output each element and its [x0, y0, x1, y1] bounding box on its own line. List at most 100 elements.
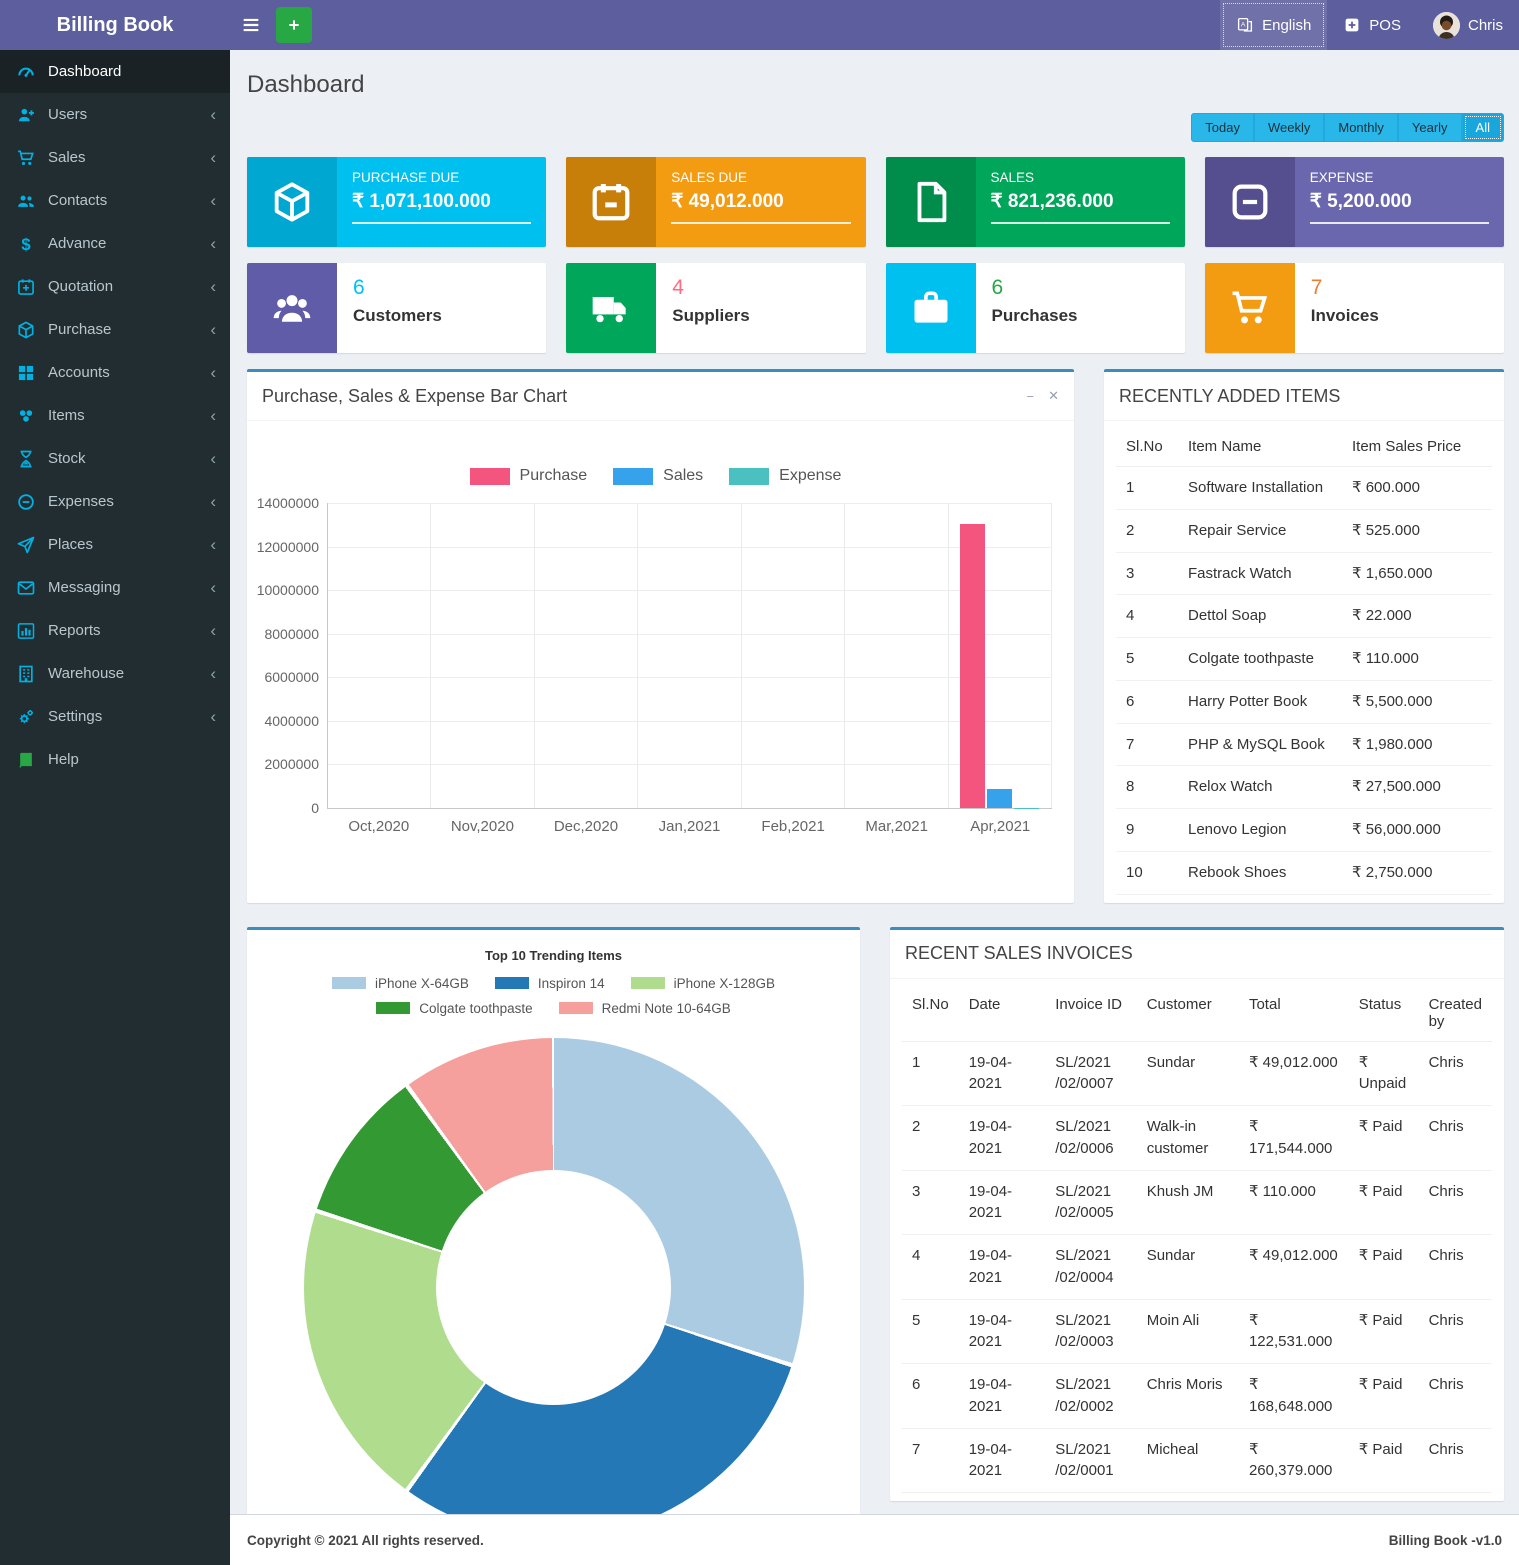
count-card-body: 7 Invoices [1295, 263, 1395, 353]
sidebar-item-contacts[interactable]: Contacts ‹ [0, 179, 230, 222]
count-card-body: 4 Suppliers [656, 263, 765, 353]
table-cell: 19-04-2021 [958, 1428, 1046, 1493]
recent-items-card: RECENTLY ADDED ITEMS Sl.No Item Name Item … [1104, 369, 1504, 903]
table-cell: ₹ 49,012.000 [1238, 1041, 1349, 1106]
table-cell: 19-04-2021 [958, 1363, 1046, 1429]
stat-card-icon-box [247, 157, 337, 247]
sidebar-item-label: Purchase [48, 321, 112, 338]
plus-square-icon [1343, 16, 1361, 34]
sidebar-item-places[interactable]: Places ‹ [0, 523, 230, 566]
table-cell: SL/2021 /02/0007 [1045, 1041, 1137, 1106]
table-row: 1 Software Installation ₹ 600.000 [1116, 466, 1492, 510]
stat-card-icon-box [1204, 157, 1295, 247]
sidebar-item-settings[interactable]: Settings ‹ [0, 695, 230, 738]
cube-icon [269, 179, 315, 225]
close-icon[interactable]: ✕ [1048, 388, 1059, 403]
count-card-suppliers: 4 Suppliers [566, 263, 866, 353]
envelope-icon [16, 578, 36, 598]
sidebar-toggle-button[interactable] [230, 0, 272, 50]
bar-column-jan-2021 [638, 503, 742, 808]
table-cell: 1 [902, 1041, 959, 1106]
top-navbar: Billing Book English POS Chris [0, 0, 1519, 50]
y-axis-tick-label: 10000000 [256, 582, 319, 599]
sidebar-item-messaging[interactable]: Messaging ‹ [0, 566, 230, 609]
invoices-title: RECENT SALES INVOICES [905, 943, 1133, 963]
table-cell: 6 [902, 1363, 959, 1429]
sidebar-item-dashboard[interactable]: Dashboard [0, 50, 230, 93]
users-icon [16, 191, 36, 211]
donut-legend-swatch [494, 977, 529, 989]
table-cell: Chris Moris [1136, 1363, 1239, 1429]
table-cell: PHP & MySQL Book [1178, 723, 1342, 767]
recent-items-title: RECENTLY ADDED ITEMS [1119, 385, 1341, 406]
stat-card-body: SALES DUE ₹ 49,012.000 [656, 157, 865, 247]
sidebar-item-expenses[interactable]: Expenses ‹ [0, 480, 230, 523]
donut-legend-label: Inspiron 14 [537, 975, 605, 991]
filter-monthly-button[interactable]: Monthly [1324, 113, 1398, 142]
table-cell: 6 [1116, 680, 1178, 724]
pos-button[interactable]: POS [1327, 0, 1417, 50]
table-row: 6 Harry Potter Book ₹ 5,500.000 [1116, 680, 1492, 724]
table-cell: ₹ 49,012.000 [1238, 1234, 1349, 1300]
sidebar-item-sales[interactable]: Sales ‹ [0, 136, 230, 179]
table-cell: Colgate toothpaste [1178, 637, 1342, 681]
sidebar: Dashboard Users ‹ Sales ‹ Contacts ‹ Advance ‹ Qu… [0, 50, 230, 1565]
donut-legend-swatch [630, 977, 665, 989]
page-title: Dashboard [247, 71, 365, 98]
sidebar-item-warehouse[interactable]: Warehouse ‹ [0, 652, 230, 695]
y-axis-tick-label: 0 [311, 800, 319, 816]
gridline [328, 503, 1052, 504]
column-header: Invoice ID [1045, 984, 1137, 1042]
plus-icon [286, 17, 302, 33]
sidebar-item-advance[interactable]: Advance ‹ [0, 222, 230, 265]
column-header: Date [958, 984, 1046, 1042]
chevron-left-icon: ‹ [210, 191, 216, 210]
language-menu[interactable]: English [1220, 0, 1328, 50]
sidebar-item-items[interactable]: Items ‹ [0, 394, 230, 437]
table-cell: ₹ 600.000 [1342, 466, 1492, 510]
filter-weekly-button[interactable]: Weekly [1253, 113, 1325, 142]
filter-yearly-button[interactable]: Yearly [1397, 113, 1462, 142]
stat-card-underline [990, 222, 1170, 224]
sidebar-item-stock[interactable]: Stock ‹ [0, 437, 230, 480]
x-axis-tick-label: Feb,2021 [761, 818, 825, 835]
stat-card-underline [671, 222, 851, 224]
y-axis-tick-label: 6000000 [264, 669, 319, 686]
table-cell: ₹ 168,648.000 [1238, 1363, 1349, 1429]
table-cell: Chris [1418, 1105, 1492, 1171]
table-cell: Lenovo Legion [1178, 808, 1342, 852]
sidebar-item-label: Stock [48, 450, 86, 467]
table-row: 5 Colgate toothpaste ₹ 110.000 [1116, 637, 1492, 681]
table-cell: ₹ 110.000 [1342, 637, 1492, 681]
filter-today-button[interactable]: Today [1191, 113, 1254, 142]
table-cell: ₹ Paid [1348, 1363, 1419, 1429]
sidebar-item-reports[interactable]: Reports ‹ [0, 609, 230, 652]
bar-column-feb-2021 [742, 503, 846, 808]
filter-all-button[interactable]: All [1461, 113, 1504, 142]
briefcase-icon [909, 286, 953, 330]
donut-hole [436, 1170, 671, 1405]
quick-add-button[interactable] [276, 7, 312, 43]
app-brand: Billing Book [56, 13, 174, 36]
sidebar-item-help[interactable]: Help [0, 738, 230, 781]
invoices-card: RECENT SALES INVOICES Sl.No Date Invoice I… [890, 926, 1504, 1501]
sidebar-item-quotation[interactable]: Quotation ‹ [0, 265, 230, 308]
legend-label: Purchase [519, 467, 588, 484]
sidebar-item-accounts[interactable]: Accounts ‹ [0, 351, 230, 394]
sidebar-item-purchase[interactable]: Purchase ‹ [0, 308, 230, 351]
count-card-invoices: 7 Invoices [1204, 263, 1504, 353]
chevron-left-icon: ‹ [210, 449, 216, 468]
count-value: 4 [672, 276, 684, 299]
bar-sales [987, 789, 1013, 808]
stat-card-value: ₹ 5,200.000 [1309, 191, 1412, 212]
user-menu[interactable]: Chris [1417, 0, 1519, 50]
y-axis-tick-label: 8000000 [264, 625, 319, 642]
column-header: Sl.No [1116, 427, 1178, 467]
count-label: Purchases [991, 306, 1078, 325]
count-value: 6 [991, 276, 1004, 299]
sidebar-item-users[interactable]: Users ‹ [0, 93, 230, 136]
stat-card-icon-box [566, 157, 657, 247]
collapse-icon[interactable]: − [1026, 388, 1035, 404]
table-cell: ₹ Unpaid [1348, 1041, 1419, 1106]
table-cell: 9 [1116, 808, 1178, 852]
